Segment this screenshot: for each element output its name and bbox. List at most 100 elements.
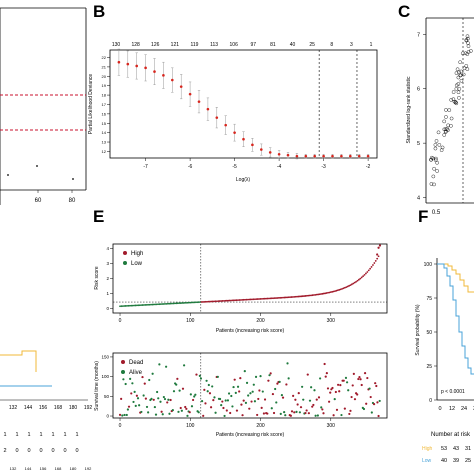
panel-e-survival-point bbox=[332, 414, 335, 417]
panel-e-survival-point bbox=[295, 410, 298, 413]
panel-e-risk-point bbox=[283, 296, 286, 299]
panel-e-survival-point bbox=[191, 398, 195, 402]
panel-a-table-value: 0 bbox=[39, 448, 42, 454]
panel-e-risk-point bbox=[157, 303, 159, 306]
panel-b-top-tick-label: 113 bbox=[210, 42, 218, 48]
panel-e-survival-point bbox=[326, 387, 330, 390]
panel-e-survival-point bbox=[140, 410, 143, 414]
panel-e-survival-point bbox=[122, 378, 125, 381]
panel-b-point bbox=[144, 66, 147, 70]
panel-e-survival-point bbox=[136, 397, 140, 400]
panel-e-survival-point bbox=[168, 412, 171, 415]
panel-e-risk-xtick-label: 200 bbox=[256, 318, 265, 324]
panel-b-top-tick-label: 119 bbox=[190, 42, 198, 48]
panel-f-risk-low-value: 25 bbox=[465, 458, 471, 464]
panel-c-point bbox=[455, 67, 460, 72]
panel-e-survival-point bbox=[298, 411, 301, 414]
panel-f-ytick-label: 25 bbox=[426, 364, 432, 370]
panel-e-risk-point bbox=[138, 304, 141, 307]
panel-e-survival-point bbox=[261, 390, 264, 393]
panel-e-risk-point bbox=[317, 293, 320, 296]
panel-e-risk-point bbox=[286, 296, 289, 299]
panel-c-point bbox=[432, 182, 436, 187]
panel-e-risk-point bbox=[262, 297, 265, 300]
panel-b-point bbox=[117, 60, 121, 64]
panel-b-top-tick-label: 8 bbox=[330, 42, 333, 48]
panel-b-point bbox=[197, 100, 201, 103]
panel-b-ytick-label: 14 bbox=[102, 130, 107, 135]
panel-e-survival-point bbox=[272, 411, 276, 415]
panel-a-km-line-high bbox=[0, 350, 37, 372]
panel-e-risk-point bbox=[214, 300, 217, 303]
panel-e-survival-point bbox=[278, 380, 281, 383]
panel-e-risk-frame bbox=[112, 243, 388, 314]
panel-e-risk-point bbox=[329, 291, 332, 294]
panel-e-risk-point bbox=[352, 282, 355, 285]
panel-e-survival-point bbox=[262, 412, 266, 415]
panel-e-survival-point bbox=[252, 383, 255, 386]
panel-e-survival-point bbox=[310, 386, 313, 389]
panel-e-survival-point bbox=[156, 390, 159, 394]
panel-c-point bbox=[466, 44, 471, 48]
panel-e-survival-point bbox=[257, 397, 260, 401]
panel-e-survival-point bbox=[359, 378, 362, 381]
panel-e-survival-point bbox=[166, 401, 169, 404]
panel-e-risk-point bbox=[180, 302, 183, 304]
panel-e-survival-point bbox=[220, 403, 223, 407]
panel-c-ytick-label: 5 bbox=[417, 141, 420, 147]
panel-e-risk-point bbox=[217, 300, 220, 303]
panel-e-survival-point bbox=[179, 406, 182, 410]
panel-e-survival-point bbox=[132, 400, 135, 404]
panel-c-point bbox=[465, 67, 470, 71]
panel-e-risk-xtick-label: 0 bbox=[119, 318, 122, 324]
panel-e-survival-point bbox=[141, 375, 144, 379]
panel-c-point bbox=[466, 50, 471, 54]
panel-b-xtick-label: -2 bbox=[366, 164, 371, 170]
panel-c-point bbox=[445, 127, 450, 131]
panel-e-risk-point bbox=[249, 298, 252, 301]
panel-b-top-tick-label: 121 bbox=[171, 42, 180, 48]
panel-c-point bbox=[439, 148, 444, 152]
panel-e-risk-ytick-label: 2 bbox=[106, 276, 109, 281]
legend-dead-marker bbox=[121, 360, 125, 364]
panel-e-survival-point bbox=[320, 406, 323, 409]
panel-a-table-value: 1 bbox=[27, 432, 30, 438]
panel-e-survival-point bbox=[335, 408, 339, 411]
panel-a-table-value: 2 bbox=[3, 448, 6, 454]
panel-e-risk-point bbox=[141, 304, 144, 306]
panel-e-survival-point bbox=[256, 413, 259, 417]
panel-e-survival-point bbox=[280, 394, 283, 397]
panel-c-point bbox=[457, 96, 461, 100]
panel-e-risk-point bbox=[301, 295, 304, 298]
panel-b-top-tick-label: 126 bbox=[151, 42, 160, 48]
panel-e-survival-point bbox=[311, 405, 314, 408]
panel-a-km-xtick-label: 168 bbox=[54, 405, 63, 411]
panel-e-risk-point bbox=[241, 298, 244, 301]
panel-e-survival-point bbox=[159, 400, 162, 403]
panel-e-survival-point bbox=[343, 407, 346, 410]
panel-e-survival-point bbox=[323, 362, 326, 366]
panel-b-ytick-label: 18 bbox=[102, 93, 107, 98]
legend-alive-marker bbox=[121, 370, 125, 374]
panel-e-survival-point bbox=[205, 379, 208, 382]
panel-e-survival-point bbox=[267, 379, 270, 382]
panel-e-survival-point bbox=[301, 385, 304, 388]
panel-e-survival-point bbox=[198, 374, 201, 377]
panel-e-risk-point bbox=[315, 293, 318, 296]
panel-e-survival-point bbox=[302, 398, 305, 401]
panel-c-point bbox=[461, 72, 466, 77]
panel-e-risk-point bbox=[282, 296, 284, 299]
panel-e-risk-point bbox=[349, 284, 352, 286]
panel-e-survival-point bbox=[161, 413, 164, 416]
panel-e-survival-point bbox=[296, 403, 299, 406]
panel-e-survival-point bbox=[251, 390, 254, 393]
panel-e-survival-point bbox=[362, 407, 366, 411]
panel-e-risk-ytick-label: 3 bbox=[106, 261, 109, 266]
panel-c-point bbox=[458, 60, 462, 64]
panel-b-point bbox=[295, 154, 299, 158]
panel-b-point bbox=[242, 137, 245, 141]
panel-a-table-value: 0 bbox=[15, 448, 18, 454]
panel-e-risk-point bbox=[227, 299, 230, 302]
panel-e-risk-point bbox=[318, 293, 321, 296]
panel-e-survival-point bbox=[284, 414, 287, 417]
